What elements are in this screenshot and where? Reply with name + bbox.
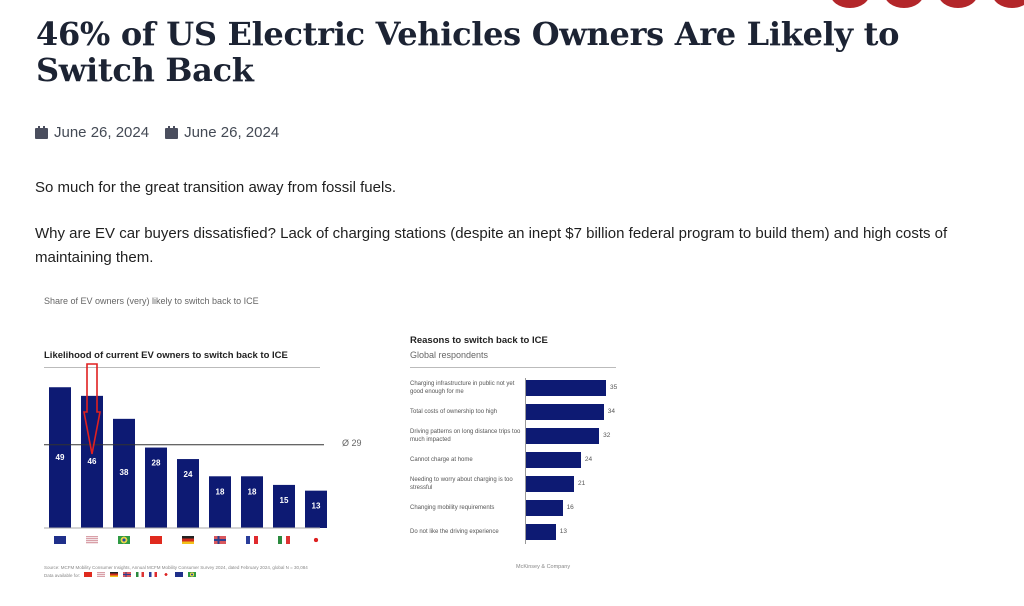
source-flag-france (149, 572, 157, 577)
paragraph: Why are EV car buyers dissatisfied? Lack… (35, 225, 948, 266)
paragraph: So much for the great transition away fr… (35, 179, 396, 196)
flag-japan (310, 536, 322, 544)
post-date-text: June 26, 2024 (54, 124, 150, 141)
flag-brazil (118, 536, 130, 544)
modified-date-text: June 26, 2024 (184, 124, 280, 141)
reason-label: Total costs of ownership too high (410, 409, 498, 415)
source-flag-brazil (188, 572, 196, 577)
reason-value: 35 (610, 384, 618, 391)
source-note: Source: MCFM Mobility Consumer Insights,… (44, 565, 308, 570)
calendar-icon (165, 126, 179, 139)
source-flag-germany (110, 572, 118, 577)
flag-france (246, 536, 258, 544)
bar-value-label: 15 (280, 496, 289, 505)
calendar-icon (35, 126, 48, 139)
right-chart-title: Reasons to switch back to ICE (410, 335, 548, 346)
average-label: Ø 29 (342, 438, 362, 448)
bar-value-label: 49 (56, 453, 65, 462)
highlight-arrow (83, 363, 101, 455)
divider (410, 367, 616, 368)
modified-date[interactable]: June 26, 2024 (165, 124, 279, 141)
credit: McKinsey & Company (516, 564, 571, 570)
reason-bar (526, 452, 581, 468)
bar-value-label: 18 (216, 487, 225, 496)
bar (273, 484, 295, 528)
reason-value: 21 (578, 480, 586, 487)
bar-value-label: 28 (152, 459, 161, 468)
left-bar-chart: 49 46 38 28 24 18 18 15 13 (44, 363, 327, 529)
source-flag-japan (162, 572, 170, 577)
data-available-label: Data available for: (44, 573, 81, 578)
right-chart-axis (525, 378, 526, 544)
share-button[interactable] (830, 0, 870, 8)
bar (209, 476, 231, 528)
right-chart-subtitle: Global respondents (410, 350, 489, 360)
article-figure: Share of EV owners (very) likely to swit… (30, 282, 630, 600)
reason-label: Needing to worry about charging is too s… (410, 477, 513, 491)
share-buttons (830, 0, 1024, 8)
source-flag-australia (175, 572, 183, 577)
bar (305, 490, 327, 528)
reason-label: Cannot charge at home (410, 457, 473, 463)
bar-value-label: 13 (312, 502, 321, 511)
reason-bar (526, 380, 606, 396)
flag-norway (214, 536, 226, 544)
bar (177, 459, 199, 528)
reason-label: Driving patterns on long distance trips … (410, 429, 521, 443)
bar-value-label: 38 (120, 468, 129, 477)
bar (49, 387, 71, 528)
article-title: 46% of US Electric Vehicles Owners Are L… (36, 15, 900, 89)
reason-label: Do not like the driving experience (410, 529, 499, 535)
bar-value-label: 46 (88, 457, 97, 466)
flag-china (150, 536, 162, 544)
bar (145, 447, 167, 528)
bar-value-label: 24 (184, 470, 193, 479)
source-flag-norway (123, 572, 131, 577)
figure-subtitle: Share of EV owners (very) likely to swit… (44, 296, 259, 306)
source-flag-italy (136, 572, 144, 577)
bar-value-label: 18 (248, 487, 257, 496)
reason-bar (526, 428, 600, 444)
reason-value: 24 (584, 456, 593, 463)
flag-united-states (86, 536, 98, 544)
reason-value: 32 (603, 432, 611, 439)
flag-australia (54, 536, 66, 544)
reason-bar (526, 404, 604, 420)
bar (113, 418, 135, 528)
reason-bar (526, 500, 563, 516)
share-button[interactable] (938, 0, 978, 8)
source-flag-united-states (97, 572, 105, 577)
post-meta: June 26, 2024 June 26, 2024 (35, 124, 295, 141)
flag-italy (278, 536, 290, 544)
reason-bar (526, 476, 574, 492)
reason-value: 16 (566, 504, 574, 511)
reason-label: Charging infrastructure in public not ye… (410, 381, 515, 395)
bar (241, 476, 263, 528)
reason-value: 13 (559, 528, 567, 535)
post-date[interactable]: June 26, 2024 (35, 124, 149, 141)
reason-label: Changing mobility requirements (410, 505, 495, 511)
share-button[interactable] (884, 0, 924, 8)
source-flag-china (84, 572, 92, 577)
left-chart-title: Likelihood of current EV owners to switc… (44, 350, 288, 361)
flag-germany (182, 536, 194, 544)
reason-bar (526, 524, 556, 540)
share-button[interactable] (992, 0, 1024, 8)
divider (44, 367, 320, 368)
reason-value: 34 (607, 408, 615, 415)
